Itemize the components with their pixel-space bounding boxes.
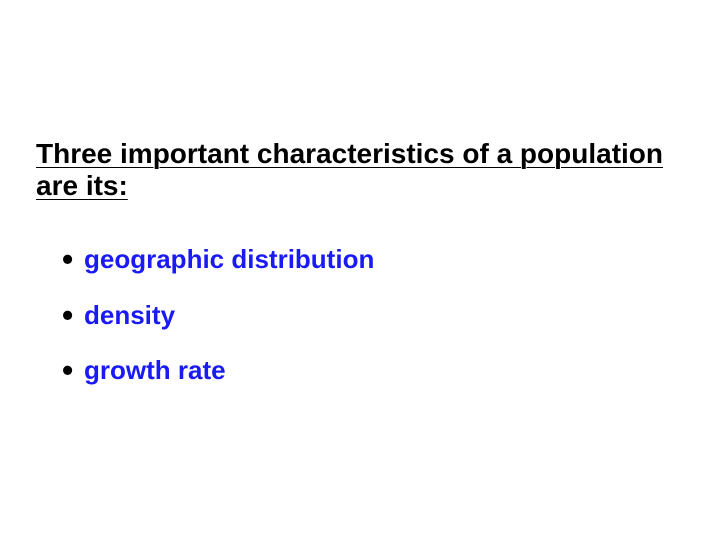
bullet-text: growth rate [84, 355, 226, 385]
list-item: growth rate [62, 355, 684, 386]
list-item: geographic distribution [62, 244, 684, 275]
list-item: density [62, 300, 684, 331]
bullet-list: geographic distribution density growth r… [36, 244, 684, 386]
bullet-text: density [84, 300, 175, 330]
slide-heading: Three important characteristics of a pop… [36, 138, 684, 202]
bullet-text: geographic distribution [84, 244, 374, 274]
slide-container: Three important characteristics of a pop… [0, 0, 720, 386]
